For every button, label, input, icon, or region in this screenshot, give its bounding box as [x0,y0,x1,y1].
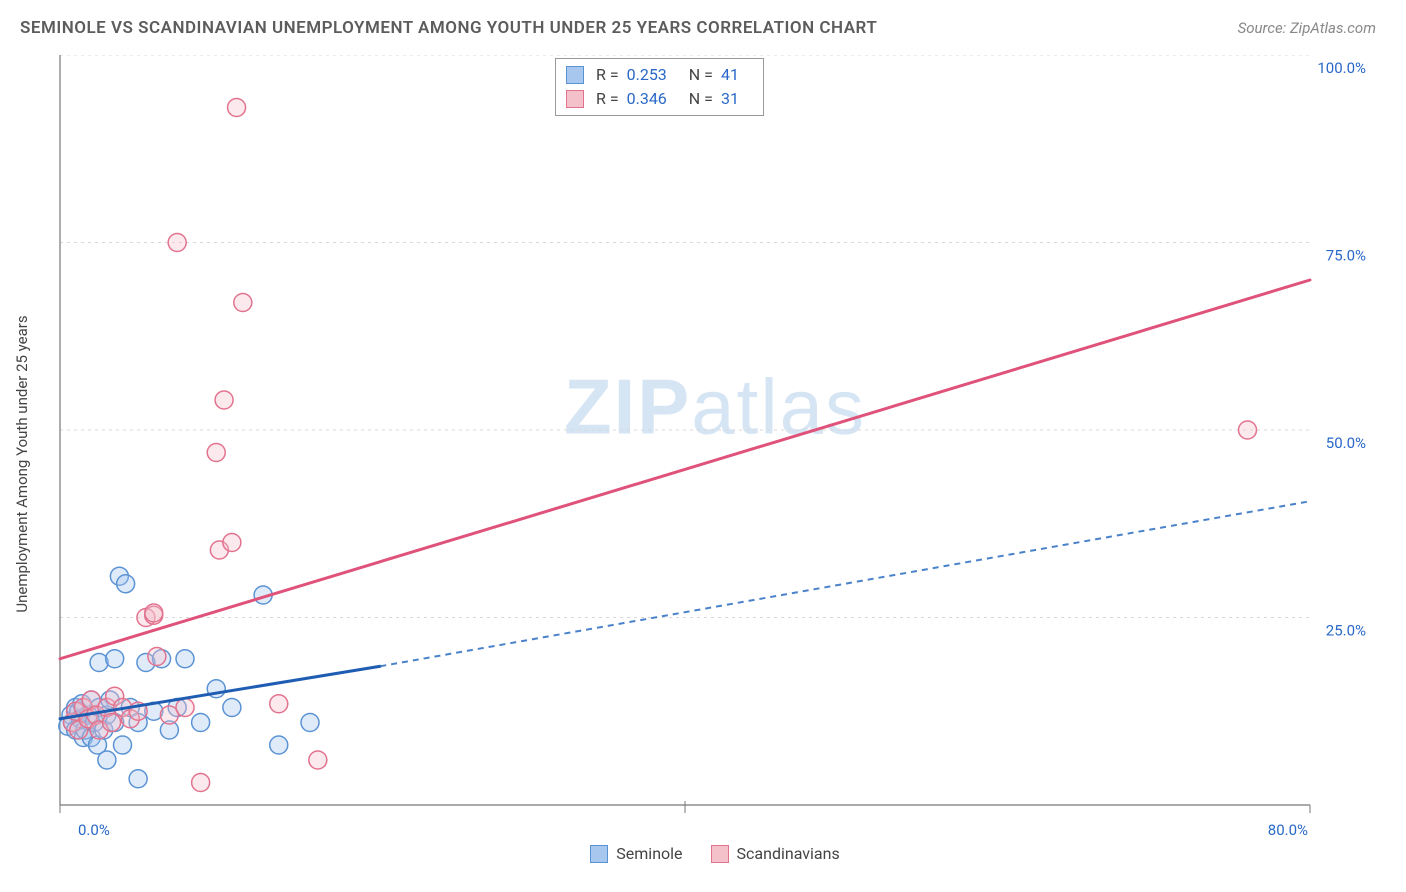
stats-legend-row: R = 0.346 N = 31 [566,87,749,111]
stats-legend: R = 0.253 N = 41 R = 0.346 N = 31 [555,58,764,116]
svg-text:25.0%: 25.0% [1326,622,1366,640]
series-legend-item: Scandinavians [711,844,840,863]
r-value: 0.346 [627,87,667,111]
n-label: N = [689,87,713,111]
r-label: R = [596,63,619,87]
y-axis-label: Unemployment Among Youth under 25 years [13,315,31,612]
series-legend: Seminole Scandinavians [50,844,1380,863]
legend-swatch [566,90,584,108]
svg-text:50.0%: 50.0% [1326,434,1366,452]
n-value: 31 [721,87,739,111]
svg-text:100.0%: 100.0% [1317,59,1366,77]
scatter-plot-svg: 25.0% 50.0% 75.0% 100.0% 0.0% 80.0% [50,55,1380,855]
n-value: 41 [721,63,739,87]
series-legend-item: Seminole [590,844,682,863]
n-label: N = [689,63,713,87]
svg-text:0.0%: 0.0% [78,821,110,839]
page-title: SEMINOLE VS SCANDINAVIAN UNEMPLOYMENT AM… [20,18,877,38]
r-value: 0.253 [627,63,667,87]
svg-text:80.0%: 80.0% [1268,821,1308,839]
r-label: R = [596,87,619,111]
source-attribution: Source: ZipAtlas.com [1238,19,1376,37]
svg-text:75.0%: 75.0% [1326,247,1366,265]
series-legend-label: Scandinavians [737,844,840,863]
series-legend-label: Seminole [616,844,682,863]
legend-swatch [590,845,608,863]
legend-swatch [711,845,729,863]
correlation-chart: Unemployment Among Youth under 25 years … [50,55,1380,855]
legend-swatch [566,66,584,84]
stats-legend-row: R = 0.253 N = 41 [566,63,749,87]
